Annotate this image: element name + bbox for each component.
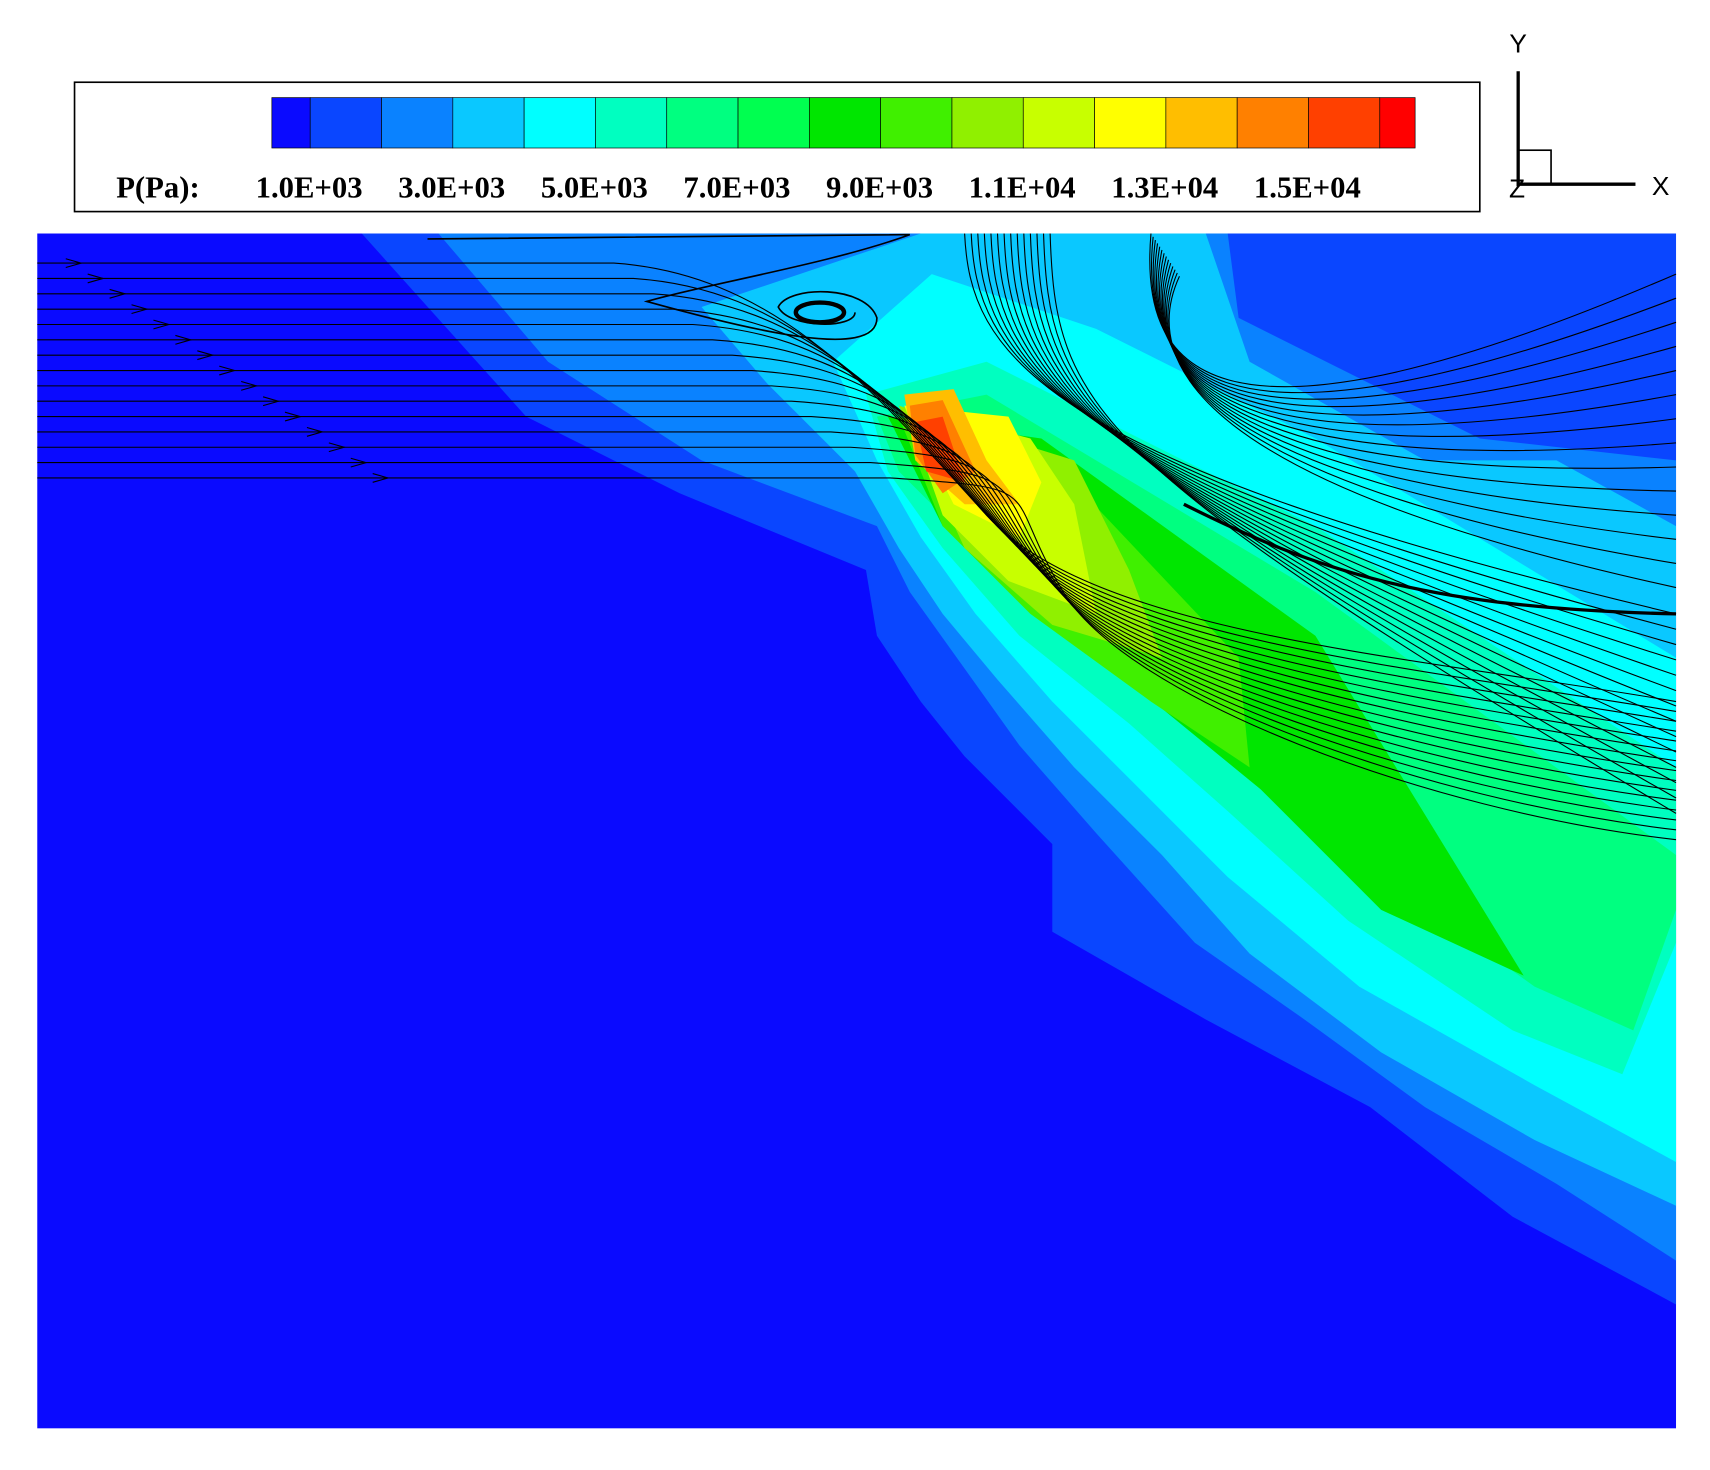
color-swatch (1308, 97, 1381, 149)
streamline (1149, 233, 1677, 388)
color-swatch (452, 97, 525, 149)
streamline (1164, 266, 1677, 516)
legend-label: 9.0E+03 (826, 170, 933, 204)
streamline (37, 446, 1677, 821)
color-swatch (1165, 97, 1238, 149)
arrow (153, 319, 171, 330)
streamline (37, 462, 1677, 831)
color-bar: 1.0E+03 3.0E+03 5.0E+03 7.0E+03 9.0E+03 1.1E+… (256, 97, 1416, 204)
color-swatch (523, 97, 596, 149)
vortex (793, 300, 847, 325)
arrow (372, 473, 391, 483)
streamline (37, 477, 1677, 841)
color-swatch (309, 97, 382, 149)
streamline (1150, 236, 1677, 394)
color-swatch (1022, 97, 1095, 149)
streamline (1167, 272, 1677, 564)
streamline (1036, 233, 1677, 784)
streamline (1157, 249, 1677, 426)
color-swatch (951, 97, 1024, 149)
arrow (241, 380, 259, 391)
streamline (1163, 262, 1677, 492)
streamline (1158, 253, 1677, 437)
z-label: Z (1509, 173, 1525, 203)
streamline (1155, 246, 1677, 416)
streamline (37, 431, 1677, 811)
arrow (197, 350, 215, 361)
streamline (1049, 233, 1677, 814)
legend-label: 1.1E+04 (969, 170, 1076, 204)
arrow (175, 334, 193, 345)
streamline (1042, 233, 1677, 799)
color-swatch (880, 97, 953, 149)
color-swatch (271, 97, 311, 149)
streamline (1029, 233, 1677, 768)
color-swatch (1379, 97, 1416, 149)
streamline (1165, 269, 1677, 540)
color-swatch (809, 97, 881, 149)
streamline (1161, 259, 1677, 469)
legend-label: 1.3E+04 (1111, 170, 1218, 204)
arrow (65, 258, 84, 269)
color-swatch (666, 97, 739, 149)
arrow (87, 273, 106, 284)
streamline (1160, 256, 1677, 451)
arrow (350, 457, 369, 468)
arrow (328, 442, 347, 453)
legend-label: 1.5E+04 (1254, 170, 1361, 204)
streamline (1154, 243, 1677, 408)
legend-label: 3.0E+03 (398, 170, 505, 204)
color-swatch (1236, 97, 1309, 149)
color-swatch (381, 97, 454, 149)
streamline (1168, 276, 1677, 589)
streamline (37, 400, 1677, 791)
color-swatch (737, 97, 810, 149)
legend-label: 7.0E+03 (683, 170, 790, 204)
arrow (131, 304, 149, 315)
legend-label: 5.0E+03 (541, 170, 648, 204)
streamlines (37, 233, 1677, 841)
streamline (427, 233, 911, 341)
shock-line (1183, 502, 1677, 616)
y-label: Y (1509, 29, 1527, 59)
streamline (1152, 240, 1677, 400)
pressure-field (37, 233, 1677, 1429)
arrow (262, 396, 281, 407)
legend-label: 1.0E+03 (256, 170, 363, 204)
color-swatch (1094, 97, 1167, 149)
axis-triad: Y X Z (1509, 29, 1669, 204)
z-box (1517, 149, 1552, 186)
arrow (109, 288, 127, 299)
arrow (219, 365, 237, 376)
arrow (306, 427, 325, 437)
color-swatch (595, 97, 668, 149)
legend-title: P(Pa): (116, 170, 200, 204)
x-label: X (1652, 171, 1670, 201)
arrow (284, 411, 303, 422)
